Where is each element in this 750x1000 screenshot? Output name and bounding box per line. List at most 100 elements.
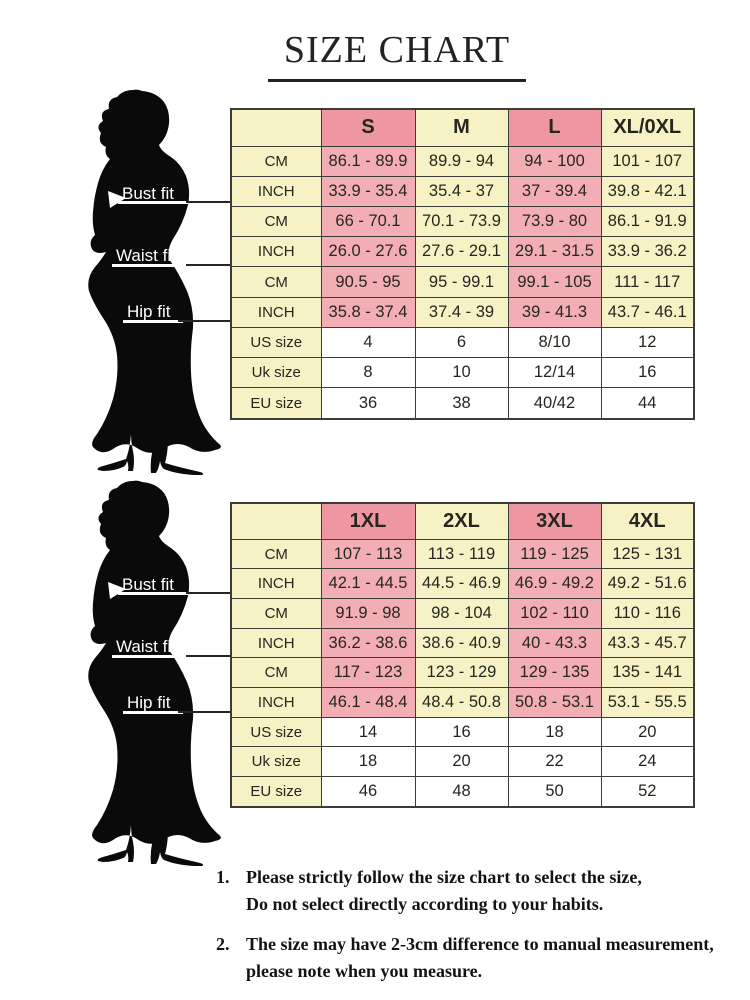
value-cell: 36 [320,387,416,420]
bust-fit-label-lower: Bust fit [122,575,174,594]
size-header-cell: M [414,108,509,147]
value-cell: 50.8 - 53.1 [507,687,602,718]
value-cell: 113 - 119 [414,538,509,570]
row-label-cell: CM [230,538,322,570]
value-cell: 46.1 - 48.4 [320,687,416,718]
value-cell: 39.8 - 42.1 [600,175,695,208]
value-cell: 43.7 - 46.1 [600,296,695,328]
value-cell: 46.9 - 49.2 [507,568,602,600]
note-1-number: 1. [216,867,230,887]
note-2-text: The size may have 2-3cm difference to ma… [246,934,714,981]
row-label-cell: CM [230,598,322,629]
waist-fit-underline-lower [112,655,189,658]
hip-fit-underline-lower [123,711,183,714]
value-cell: 10 [414,357,509,389]
value-cell: 95 - 99.1 [414,266,509,298]
value-cell: 98 - 104 [414,598,509,629]
waist-fit-pointer-line-lower [186,655,230,657]
value-cell: 119 - 125 [507,538,602,570]
size-table-s-to-xl: S M L XL/0XL CM 86.1 - 89.9 89.9 - 94 94 - 100 1… [230,108,695,420]
value-cell: 4 [320,326,416,359]
size-header-cell: 1XL [320,502,416,540]
value-cell: 12 [600,326,695,359]
size-header-cell: XL/0XL [600,108,695,147]
row-label-cell: CM [230,145,322,177]
value-cell: 73.9 - 80 [507,206,602,238]
value-cell: 94 - 100 [507,145,602,177]
value-cell: 46 [320,776,416,808]
bust-fit-label-upper: Bust fit [122,184,174,203]
value-cell: 20 [414,746,509,778]
value-cell: 86.1 - 91.9 [600,206,695,238]
value-cell: 70.1 - 73.9 [414,206,509,238]
value-cell: 8 [320,357,416,389]
page-title: SIZE CHART [268,28,526,82]
value-cell: 43.3 - 45.7 [600,627,695,659]
woman-silhouette-lower [88,480,221,866]
row-label-cell: INCH [230,175,322,208]
size-header-cell: L [507,108,602,147]
value-cell: 110 - 116 [600,598,695,629]
row-label-cell: Uk size [230,357,322,389]
bust-fit-pointer-line-upper [186,201,230,203]
value-cell: 33.9 - 35.4 [320,175,416,208]
value-cell: 101 - 107 [600,145,695,177]
value-cell: 42.1 - 44.5 [320,568,416,600]
row-label-cell: CM [230,657,322,689]
value-cell: 40/42 [507,387,602,420]
row-label-cell: EU size [230,776,322,808]
value-cell: 44 [600,387,695,420]
value-cell: 86.1 - 89.9 [320,145,416,177]
row-label-cell: INCH [230,568,322,600]
notes-section: 1. Please strictly follow the size chart… [216,864,744,998]
row-label-cell: Uk size [230,746,322,778]
value-cell: 40 - 43.3 [507,627,602,659]
value-cell: 24 [600,746,695,778]
row-label-cell: US size [230,716,322,748]
waist-fit-label-upper: Waist fit [116,246,176,265]
size-table-1xl-to-4xl: 1XL 2XL 3XL 4XL CM 107 - 113 113 - 119 119 - 12… [230,502,695,808]
value-cell: 49.2 - 51.6 [600,568,695,600]
value-cell: 35.8 - 37.4 [320,296,416,328]
value-cell: 36.2 - 38.6 [320,627,416,659]
value-cell: 52 [600,776,695,808]
value-cell: 18 [507,716,602,748]
value-cell: 48 [414,776,509,808]
note-1: 1. Please strictly follow the size chart… [216,864,744,918]
waist-fit-label-lower: Waist fit [116,637,176,656]
value-cell: 44.5 - 46.9 [414,568,509,600]
value-cell: 50 [507,776,602,808]
value-cell: 38.6 - 40.9 [414,627,509,659]
row-label-cell: EU size [230,387,322,420]
value-cell: 99.1 - 105 [507,266,602,298]
hip-fit-pointer-line-upper [178,320,230,322]
table-corner-cell [230,502,322,540]
value-cell: 37 - 39.4 [507,175,602,208]
row-label-cell: INCH [230,687,322,718]
value-cell: 102 - 110 [507,598,602,629]
hip-fit-label-lower: Hip fit [127,693,171,712]
value-cell: 20 [600,716,695,748]
note-2: 2. The size may have 2-3cm difference to… [216,931,744,985]
value-cell: 12/14 [507,357,602,389]
value-cell: 6 [414,326,509,359]
waist-fit-underline-upper [112,264,189,267]
row-label-cell: CM [230,266,322,298]
value-cell: 8/10 [507,326,602,359]
value-cell: 66 - 70.1 [320,206,416,238]
value-cell: 125 - 131 [600,538,695,570]
row-label-cell: INCH [230,296,322,328]
size-header-cell: 3XL [507,502,602,540]
note-1-text: Please strictly follow the size chart to… [246,867,642,914]
value-cell: 14 [320,716,416,748]
bust-fit-underline-upper [118,201,188,204]
value-cell: 29.1 - 31.5 [507,236,602,268]
note-2-number: 2. [216,934,230,954]
value-cell: 16 [600,357,695,389]
hip-fit-pointer-line-lower [178,711,230,713]
row-label-cell: CM [230,206,322,238]
size-header-cell: S [320,108,416,147]
hip-fit-label-upper: Hip fit [127,302,171,321]
value-cell: 35.4 - 37 [414,175,509,208]
